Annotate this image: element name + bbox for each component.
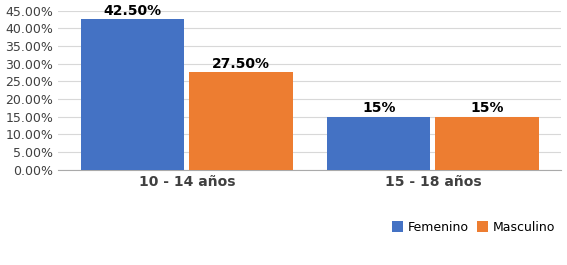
Text: 15%: 15% (362, 101, 395, 115)
Legend: Femenino, Masculino: Femenino, Masculino (392, 221, 555, 234)
Text: 42.50%: 42.50% (104, 4, 162, 18)
Bar (81, 19, 184, 170)
Bar (189, 73, 293, 170)
Bar (435, 117, 539, 170)
Bar (327, 117, 430, 170)
Text: 27.50%: 27.50% (212, 57, 270, 71)
Text: 15%: 15% (470, 101, 503, 115)
